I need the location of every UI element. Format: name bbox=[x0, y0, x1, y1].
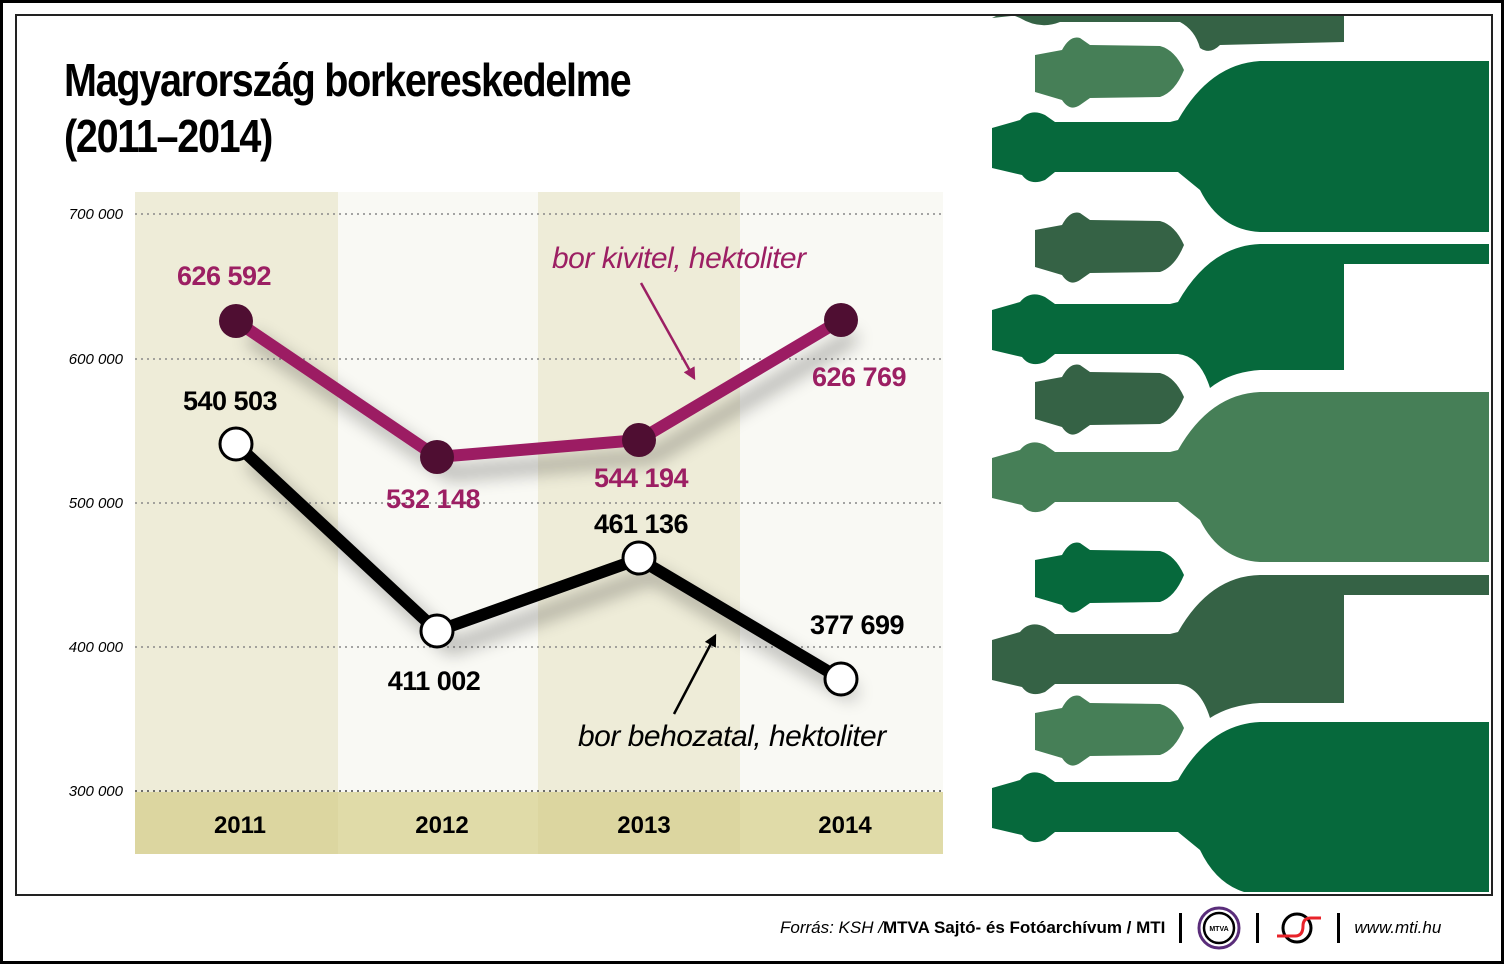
export-point-2013 bbox=[622, 423, 656, 457]
export-annotation: bor kivitel, hektoliter bbox=[552, 242, 807, 275]
x-axis-band bbox=[135, 792, 943, 854]
band-2011 bbox=[135, 192, 338, 792]
export-line bbox=[232, 314, 845, 463]
y-tick-600000: 600 000 bbox=[69, 351, 124, 368]
import-value-2013: 461 136 bbox=[594, 509, 689, 539]
band-2014 bbox=[740, 192, 943, 792]
annotations: bor kivitel, hektoliter bor behozatal, h… bbox=[552, 242, 888, 753]
x-tick-2012: 2012 bbox=[415, 812, 468, 839]
import-value-2014: 377 699 bbox=[810, 610, 905, 640]
y-tick-700000: 700 000 bbox=[69, 206, 124, 223]
import-point-2011 bbox=[218, 426, 254, 462]
title-line-2: (2011–2014) bbox=[64, 110, 273, 162]
y-tick-400000: 400 000 bbox=[69, 639, 124, 656]
import-value-2011: 540 503 bbox=[183, 386, 278, 416]
band-2013 bbox=[538, 192, 740, 792]
y-axis: 700 000 600 000 500 000 400 000 300 000 bbox=[69, 206, 124, 800]
separator bbox=[1256, 913, 1260, 943]
export-arrow-icon bbox=[639, 282, 696, 381]
import-point-2013 bbox=[621, 540, 657, 576]
export-value-2013: 544 194 bbox=[594, 463, 689, 493]
chart-title: Magyarország borkereskedelme (2011–2014) bbox=[64, 52, 632, 164]
separator bbox=[1179, 913, 1183, 943]
series-export: 626 592 532 148 544 194 626 769 bbox=[177, 261, 907, 514]
export-value-2011: 626 592 bbox=[177, 261, 271, 291]
x-axis: 2011 2012 2013 2014 bbox=[214, 812, 872, 839]
title-line-1: Magyarország borkereskedelme bbox=[64, 54, 632, 106]
import-arrow-icon bbox=[672, 633, 717, 715]
x-tick-2013: 2013 bbox=[617, 812, 670, 839]
website-url: www.mti.hu bbox=[1354, 918, 1442, 937]
source-prefix: Forrás: KSH / bbox=[780, 918, 883, 937]
export-point-2014 bbox=[824, 303, 858, 337]
import-value-2012: 411 002 bbox=[388, 666, 481, 696]
export-value-2012: 532 148 bbox=[386, 484, 481, 514]
footer-credits: Forrás: KSH / MTVA Sajtó- és Fotóarchívu… bbox=[780, 906, 1442, 950]
svg-text:MTVA: MTVA bbox=[1210, 926, 1229, 933]
x-tick-2014: 2014 bbox=[818, 812, 872, 839]
separator bbox=[1337, 913, 1341, 943]
y-tick-300000: 300 000 bbox=[69, 783, 124, 800]
x-tick-2011: 2011 bbox=[214, 812, 266, 839]
export-point-2011 bbox=[219, 304, 253, 338]
source-agency: MTVA Sajtó- és Fotóarchívum / MTI bbox=[882, 918, 1166, 937]
band-2012 bbox=[338, 192, 538, 792]
wine-bottles-illustration bbox=[992, 16, 1489, 892]
mti-logo-icon bbox=[1277, 912, 1322, 944]
export-point-2012 bbox=[420, 440, 454, 474]
import-annotation: bor behozatal, hektoliter bbox=[578, 720, 887, 753]
column-bands bbox=[135, 192, 943, 792]
mtva-logo-icon: MTVA bbox=[1197, 906, 1241, 950]
y-tick-500000: 500 000 bbox=[69, 495, 124, 512]
import-line bbox=[231, 439, 845, 685]
import-point-2014 bbox=[823, 661, 859, 697]
export-value-2014: 626 769 bbox=[812, 362, 907, 392]
series-import: 540 503 411 002 461 136 377 699 bbox=[183, 386, 905, 697]
gridlines bbox=[135, 213, 943, 792]
import-point-2012 bbox=[419, 613, 455, 649]
